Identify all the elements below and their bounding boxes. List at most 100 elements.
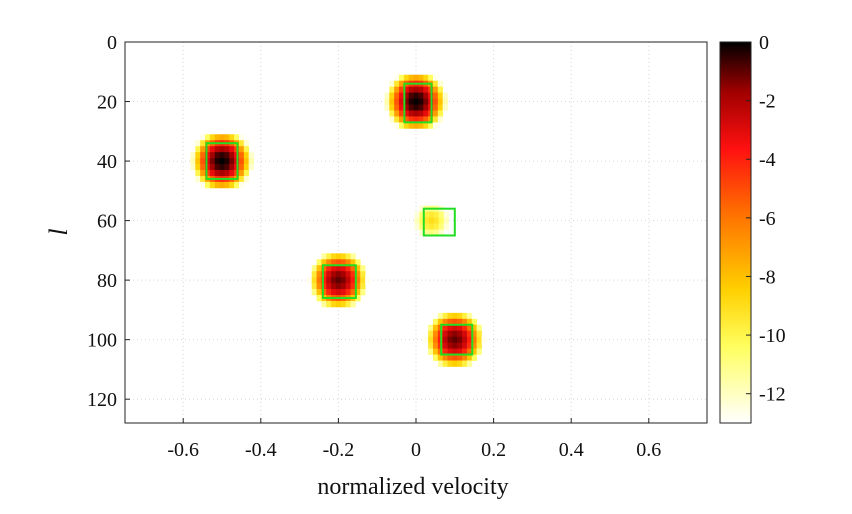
heatmap-cell (219, 134, 225, 141)
heatmap-cell (345, 259, 351, 266)
heatmap-cell (437, 360, 444, 367)
heatmap-cell (466, 312, 473, 320)
heatmap-cell (326, 253, 332, 260)
y-tick-label: 80 (97, 270, 117, 292)
heatmap-cell (413, 74, 419, 82)
heatmap-cell (190, 158, 196, 165)
heatmap-cell (413, 98, 419, 105)
heatmap-cell (355, 259, 361, 266)
heatmap-cell (316, 295, 322, 302)
heatmap-cell (219, 152, 225, 159)
heatmap-cell (209, 134, 216, 141)
x-tick-label: 0.2 (481, 439, 506, 461)
heatmap-cell (462, 330, 468, 338)
heatmap-cell (403, 110, 410, 117)
heatmap-cell (418, 92, 424, 99)
heatmap-cell (316, 289, 322, 296)
heatmap-cell (419, 217, 425, 224)
colorbar-tick-label: -2 (759, 91, 776, 113)
heatmap-cell (432, 354, 439, 361)
heatmap-cell (321, 253, 327, 260)
heatmap-cell (423, 86, 429, 94)
heatmap-cell (345, 283, 351, 290)
heatmap-cell (419, 229, 425, 236)
heatmap-cell (321, 289, 327, 296)
heatmap-cell (432, 86, 439, 94)
heatmap-cell (331, 300, 337, 308)
heatmap-cell (457, 324, 463, 332)
heatmap-cell (462, 354, 468, 361)
heatmap-cell (311, 271, 317, 278)
heatmap-cell (442, 324, 448, 332)
heatmap-cell (205, 181, 211, 189)
heatmap-cell (350, 300, 356, 308)
heatmap-cell (428, 330, 434, 338)
heatmap-cell (331, 283, 337, 290)
colorbar-tick-label: -8 (759, 266, 776, 288)
heatmap-cells (190, 74, 487, 367)
heatmap-cell (224, 158, 230, 165)
heatmap-cell (360, 289, 366, 296)
heatmap-cell (243, 158, 250, 165)
heatmap-cell (424, 211, 430, 219)
y-axis-ticks: 0 20 40 60 80 100 120 (87, 32, 130, 411)
heatmap-cell (229, 164, 235, 171)
heatmap-cell (428, 324, 434, 332)
heatmap-cell (442, 104, 448, 111)
heatmap-cell (466, 318, 473, 326)
heatmap-cell (224, 164, 230, 171)
heatmap-cell (437, 354, 444, 361)
heatmap-cell (394, 122, 400, 129)
heatmap-cell (384, 104, 390, 111)
heatmap-cell (389, 116, 395, 123)
heatmap-cell (335, 271, 342, 278)
heatmap-cell (345, 277, 351, 284)
heatmap-cell (394, 98, 400, 105)
heatmap-cell (442, 330, 448, 338)
heatmap-cell (447, 330, 453, 338)
heatmap-cell (403, 74, 410, 82)
heatmap-cell (408, 92, 414, 99)
heatmap-cell (466, 348, 473, 355)
heatmap-cell (229, 134, 235, 141)
x-tick-label: 0.6 (636, 439, 661, 461)
heatmap-cell (384, 92, 390, 99)
heatmap-cell (437, 110, 444, 117)
heatmap-cell (419, 211, 425, 219)
heatmap-cell (432, 348, 439, 355)
heatmap-cell (238, 152, 245, 159)
heatmap-cell (423, 116, 429, 123)
heatmap-cell (399, 86, 405, 94)
heatmap-cell (340, 253, 347, 260)
heatmap-cell (248, 164, 254, 171)
heatmap-cell (234, 181, 240, 189)
heatmap-cell (219, 164, 225, 171)
heatmap-cell (408, 110, 414, 117)
heatmap-cell (452, 324, 458, 332)
heatmap-cell (321, 277, 327, 284)
heatmap-cell (443, 217, 449, 224)
heatmap-cell (428, 122, 434, 129)
heatmap-cell (331, 253, 337, 260)
heatmap-cell (447, 312, 453, 320)
heatmap-cell (243, 146, 250, 153)
heatmap-cell (414, 223, 420, 230)
heatmap-cell (229, 181, 235, 189)
heatmap-cell (200, 158, 206, 165)
heatmap-cell (423, 104, 429, 111)
y-tick-label: 60 (97, 211, 117, 233)
heatmap-cell (428, 336, 434, 344)
heatmap-cell (345, 271, 351, 278)
heatmap-cell (423, 122, 429, 129)
heatmap-cell (408, 74, 414, 82)
heatmap-cell (471, 348, 478, 355)
heatmap-cell (238, 181, 245, 189)
heatmap-cell (476, 336, 482, 344)
heatmap-cell (316, 283, 322, 290)
heatmap-cell (466, 354, 473, 361)
colorbar-tick-label: -6 (759, 208, 776, 230)
heatmap-cell (200, 175, 206, 183)
heatmap-cell (195, 175, 201, 183)
heatmap-cell (413, 104, 419, 111)
heatmap-cell (443, 211, 449, 219)
